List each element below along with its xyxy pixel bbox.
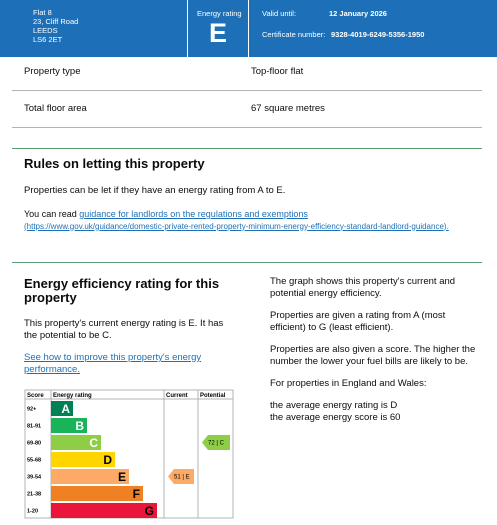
band-letter: E xyxy=(118,470,126,484)
validity: Valid until: 12 January 2026 Certificate… xyxy=(248,0,497,57)
band-letter: A xyxy=(61,402,70,416)
band-score: 55-68 xyxy=(27,458,41,464)
band-bar xyxy=(51,469,129,484)
band-bar xyxy=(51,452,115,467)
divider xyxy=(12,148,482,149)
average: the average energy score is 60 xyxy=(270,412,401,423)
header: Flat 8 23, Cliff Road LEEDS LS6 2ET Ener… xyxy=(0,0,497,57)
column-header: Current xyxy=(166,393,188,399)
section-title: Energy efficiency rating for this proper… xyxy=(24,276,220,305)
paragraph: You can read guidance for landlords on t… xyxy=(24,209,454,232)
column-header: Potential xyxy=(200,393,226,399)
paragraph: This property's current energy rating is… xyxy=(24,318,224,341)
column-header: Score xyxy=(27,393,44,399)
right-column: The graph shows this property's current … xyxy=(270,276,482,424)
divider xyxy=(12,90,482,91)
rating-arrow-label: 72 | C xyxy=(208,441,225,447)
address-line: 23, Cliff Road xyxy=(33,17,79,26)
row-value: 67 square metres xyxy=(251,103,325,114)
band-letter: F xyxy=(133,487,140,501)
address: Flat 8 23, Cliff Road LEEDS LS6 2ET xyxy=(33,8,78,44)
band-score: 39-54 xyxy=(27,475,42,481)
band-letter: B xyxy=(75,419,84,433)
rating-arrow xyxy=(202,435,230,450)
band-bar xyxy=(51,486,143,501)
text: You can read xyxy=(24,209,80,219)
band-score: 1-20 xyxy=(27,509,38,515)
band-letter: C xyxy=(89,436,98,450)
divider xyxy=(12,127,482,128)
paragraph: Properties can be let if they have an en… xyxy=(24,185,286,196)
band-score: 92+ xyxy=(27,407,36,413)
band-bar xyxy=(51,401,73,416)
paragraph: Properties are also given a score. The h… xyxy=(270,344,476,367)
row-value: Top-floor flat xyxy=(251,66,304,77)
address-line: LS6 2ET xyxy=(33,35,63,44)
row-label: Property type xyxy=(24,66,81,77)
rating-arrow xyxy=(168,469,194,484)
rating-label: Energy rating xyxy=(197,9,242,18)
band-bar xyxy=(51,435,101,450)
rating-chart: Score Energy rating Current Potential 92+ A 81… xyxy=(24,389,234,519)
band-score: 81-91 xyxy=(27,424,41,430)
paragraph: For properties in England and Wales: xyxy=(270,378,427,389)
link-url[interactable]: (https://www.gov.uk/guidance/domestic-pr… xyxy=(24,221,449,231)
band-bar xyxy=(51,503,157,518)
band-bar xyxy=(51,418,87,433)
column-header: Energy rating xyxy=(53,393,92,399)
valid-date: 12 January 2026 xyxy=(329,9,387,18)
rating-arrow-label: 51 | E xyxy=(174,475,190,481)
certificate-label: Certificate number: xyxy=(262,30,326,39)
section-title: Rules on letting this property xyxy=(24,156,205,171)
paragraph: The graph shows this property's current … xyxy=(270,276,456,299)
certificate-number: 9328-4019-6249-5356-1950 xyxy=(331,30,425,39)
rating: E xyxy=(209,18,228,48)
row-label: Total floor area xyxy=(24,103,87,114)
band-letter: G xyxy=(145,504,154,518)
average: the average energy rating is D xyxy=(270,400,398,411)
divider xyxy=(12,262,482,263)
band-score: 21-38 xyxy=(27,492,41,498)
band-score: 69-80 xyxy=(27,441,41,447)
paragraph: Properties are given a rating from A (mo… xyxy=(270,310,446,333)
link[interactable]: See how to improve this property's energ… xyxy=(24,352,202,375)
link[interactable]: guidance for landlords on the regulation… xyxy=(79,209,308,219)
rating-box: Energy rating E xyxy=(187,0,249,57)
band-letter: D xyxy=(103,453,112,467)
valid-label: Valid until: xyxy=(262,9,297,18)
address-line: LEEDS xyxy=(33,26,58,35)
address-line: Flat 8 xyxy=(33,8,52,17)
